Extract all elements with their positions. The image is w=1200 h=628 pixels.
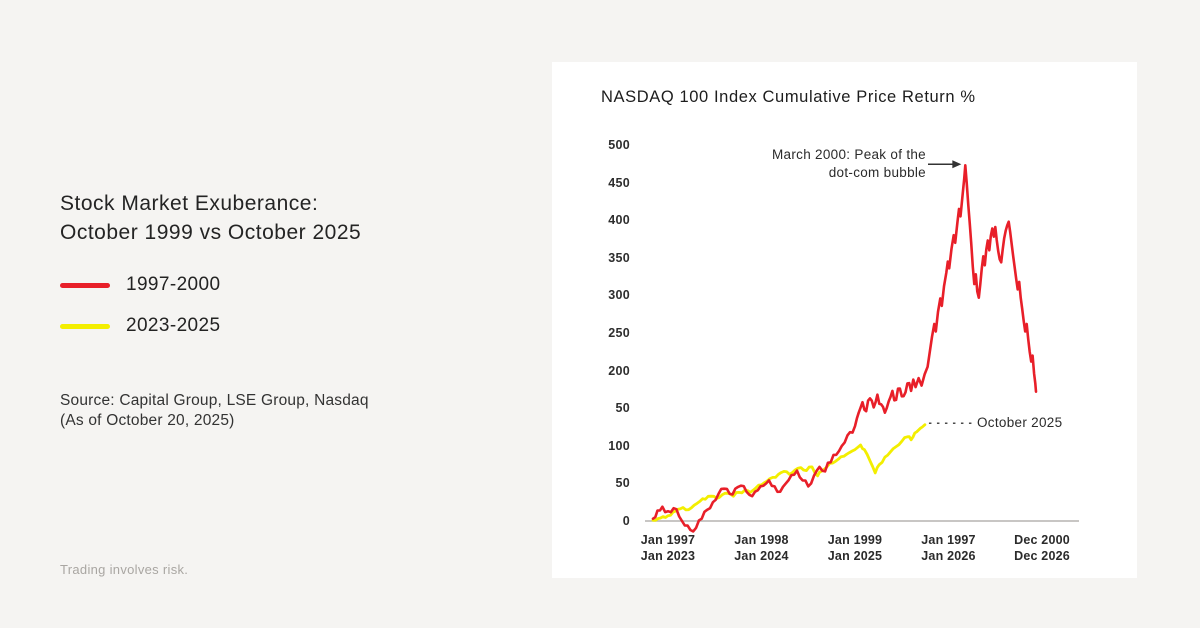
- legend-item-2023-2025: 2023-2025: [60, 312, 220, 340]
- left-panel: Stock Market Exuberance: October 1999 vs…: [60, 0, 520, 628]
- source-line2: (As of October 20, 2025): [60, 412, 235, 429]
- legend-item-1997-2000: 1997-2000: [60, 271, 220, 299]
- x-tick-era2: Jan 2023: [640, 548, 696, 563]
- chart-plot-area: NASDAQ 100 Index Cumulative Price Return…: [552, 62, 1137, 578]
- annotation-dotcom-peak-line1: March 2000: Peak of the: [772, 147, 926, 162]
- x-tick-era1: Jan 1997: [640, 533, 696, 547]
- y-tick-label: 350: [608, 250, 630, 265]
- y-tick-label: 0: [622, 514, 630, 528]
- x-tick-label: Jan 1997 Jan 2023: [623, 533, 713, 564]
- legend-label-2023-2025: 2023-2025: [126, 315, 221, 336]
- y-tick-label: 100: [608, 438, 630, 453]
- x-tick-era1: Jan 1999: [827, 533, 883, 547]
- annotation-dotcom-peak: March 2000: Peak of the dot-com bubble: [772, 146, 926, 181]
- page-title-line2: October 1999 vs October 2025: [60, 221, 362, 244]
- y-tick-label: 300: [608, 288, 630, 303]
- x-tick-label: Dec 2000 Dec 2026: [997, 533, 1087, 564]
- y-tick-label: 500: [608, 138, 630, 152]
- y-tick-label: 50: [615, 476, 630, 491]
- y-tick-label: 50: [615, 401, 630, 416]
- y-tick-label: 250: [608, 326, 630, 340]
- source-line1: Source: Capital Group, LSE Group, Nasdaq: [60, 392, 369, 409]
- series-line-1997-2000: [651, 164, 1038, 533]
- x-tick-era2: Jan 2025: [827, 548, 883, 563]
- annotation-october-2025: October 2025: [977, 415, 1063, 430]
- legend-swatch-yellow-line: [60, 323, 110, 329]
- x-tick-era2: Jan 2026: [921, 548, 976, 563]
- x-tick-label: Jan 1999 Jan 2025: [810, 533, 900, 564]
- legend-label-1997-2000: 1997-2000: [126, 274, 221, 295]
- risk-disclaimer: Trading involves risk.: [60, 562, 189, 577]
- annotation-dotcom-peak-line2: dot-com bubble: [828, 164, 926, 180]
- x-tick-era1: Jan 1997: [921, 533, 976, 547]
- y-tick-label: 450: [608, 175, 630, 190]
- peak-annotation-arrowhead: [952, 160, 962, 169]
- source-note: Source: Capital Group, LSE Group, Nasdaq…: [60, 391, 369, 431]
- page-title: Stock Market Exuberance: October 1999 vs…: [60, 189, 361, 247]
- series-line-2023-2025: [651, 423, 927, 522]
- chart-card: NASDAQ 100 Index Cumulative Price Return…: [552, 62, 1137, 578]
- y-tick-label: 400: [608, 213, 630, 228]
- legend-swatch-red-line: [60, 282, 110, 288]
- x-tick-label: Jan 1997 Jan 2026: [904, 533, 994, 564]
- x-tick-era1: Jan 1998: [734, 533, 789, 547]
- legend: 1997-2000 2023-2025: [60, 271, 220, 353]
- y-tick-label: 200: [608, 363, 630, 378]
- x-tick-era1: Dec 2000: [1014, 533, 1070, 547]
- x-tick-era2: Dec 2026: [1014, 548, 1070, 563]
- chart-canvas: [645, 160, 1079, 533]
- x-tick-era2: Jan 2024: [734, 548, 789, 563]
- x-tick-label: Jan 1998 Jan 2024: [717, 533, 807, 564]
- page-title-line1: Stock Market Exuberance:: [60, 192, 319, 215]
- chart-title: NASDAQ 100 Index Cumulative Price Return…: [601, 88, 976, 106]
